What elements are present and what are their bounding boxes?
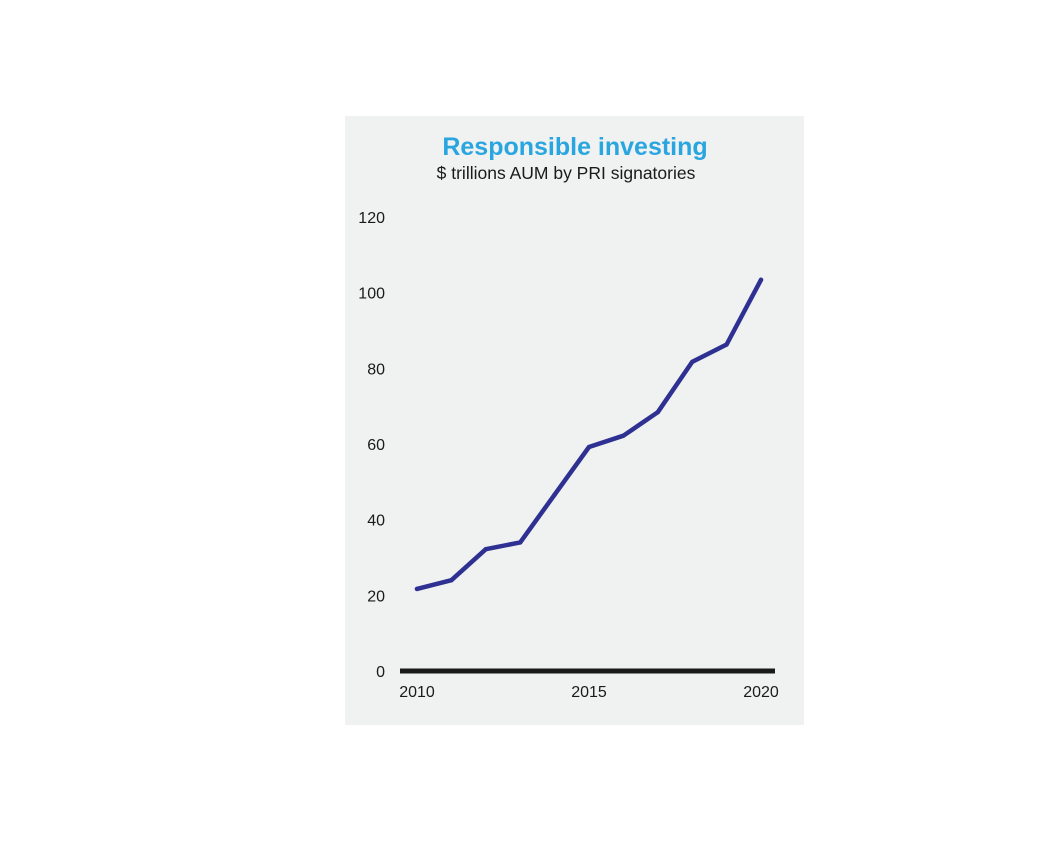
data-point-2016 [621,433,626,438]
y-tick-label: 100 [358,286,385,303]
chart-title: Responsible investing [442,133,707,161]
data-point-2011 [449,578,454,583]
x-tick-label: 2020 [743,684,779,701]
data-point-2015 [586,444,592,450]
data-point-2017 [655,410,660,415]
chart-svg: Responsible investing $ trillions AUM by… [345,116,804,725]
data-point-2020 [758,277,764,283]
y-tick-label: 20 [367,588,385,605]
y-axis-tick-labels: 0 20 40 60 80 100 120 [358,210,385,681]
y-tick-label: 0 [376,664,385,681]
data-point-2014 [552,492,557,497]
y-tick-label: 120 [358,210,385,227]
data-point-2010 [414,586,420,592]
y-tick-label: 60 [367,437,385,454]
data-point-2019 [724,342,729,347]
data-point-2013 [518,540,523,545]
data-points [414,277,764,592]
y-tick-label: 80 [367,361,385,378]
data-point-2018 [690,359,695,365]
x-axis-tick-labels: 2010 2015 2020 [399,684,779,701]
x-tick-label: 2015 [571,684,607,701]
y-tick-label: 40 [367,513,385,530]
data-point-2012 [483,546,488,552]
x-tick-label: 2010 [399,684,435,701]
chart-background [345,116,804,725]
chart-card: Responsible investing $ trillions AUM by… [345,116,804,725]
chart-subtitle: $ trillions AUM by PRI signatories [437,163,696,183]
